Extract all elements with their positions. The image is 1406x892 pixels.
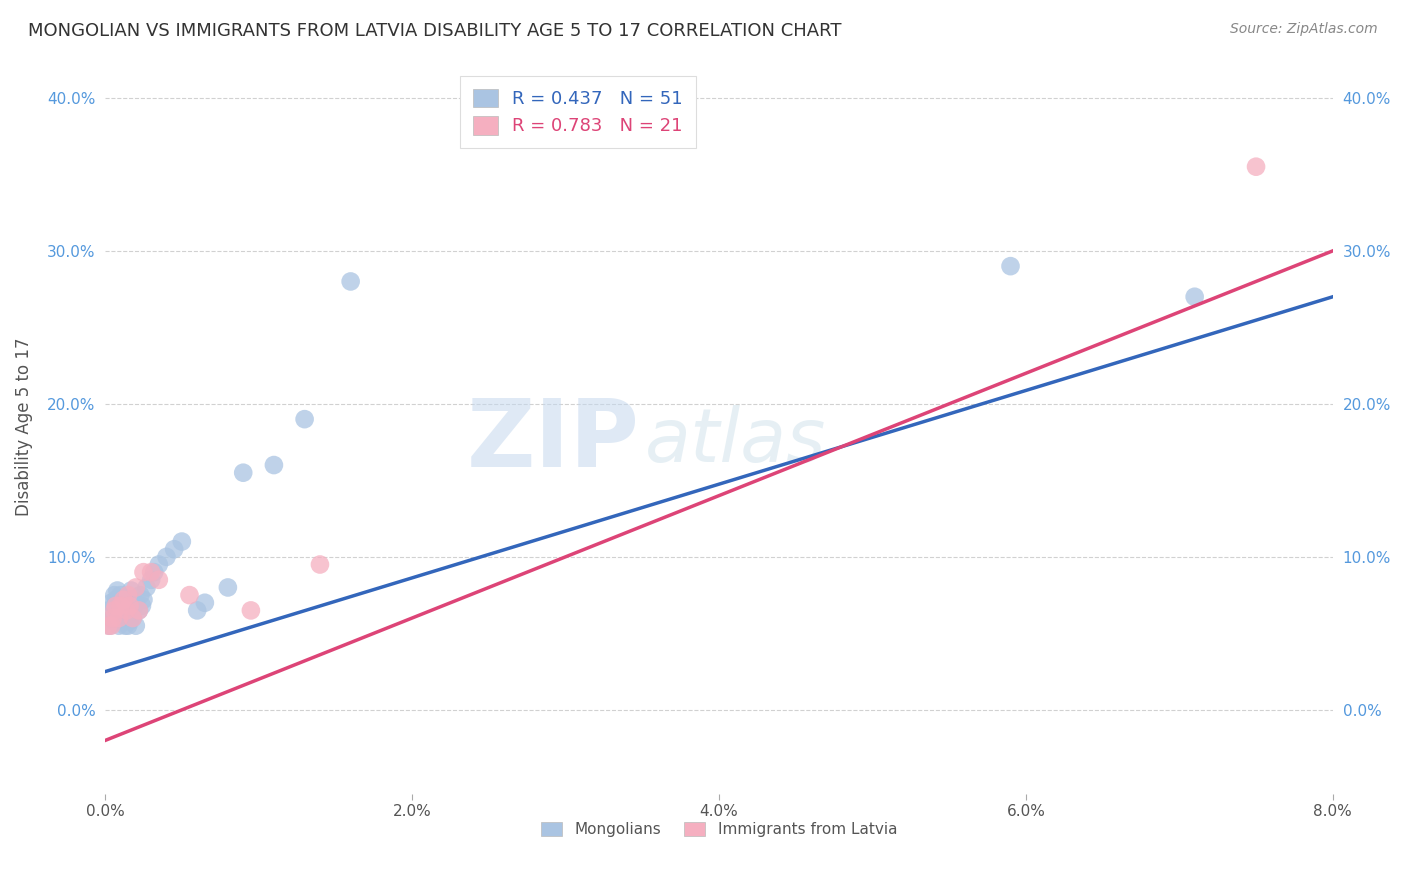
Point <box>117 618 139 632</box>
Point <box>108 611 131 625</box>
Text: MONGOLIAN VS IMMIGRANTS FROM LATVIA DISABILITY AGE 5 TO 17 CORRELATION CHART: MONGOLIAN VS IMMIGRANTS FROM LATVIA DISA… <box>28 22 842 40</box>
Point <box>112 592 135 607</box>
Point <box>232 466 254 480</box>
Point <box>115 596 138 610</box>
Point <box>131 599 153 613</box>
Point <box>1184 290 1206 304</box>
Point <box>117 603 139 617</box>
Point <box>118 592 141 607</box>
Point <box>100 618 122 632</box>
Point <box>163 542 186 557</box>
Point <box>110 611 132 625</box>
Point <box>114 599 136 613</box>
Point <box>125 618 148 632</box>
Point <box>101 611 124 625</box>
Point <box>135 581 157 595</box>
Point <box>141 565 163 579</box>
Point <box>170 534 193 549</box>
Point <box>148 558 170 572</box>
Point <box>148 573 170 587</box>
Point <box>114 618 136 632</box>
Point <box>132 565 155 579</box>
Point <box>104 603 127 617</box>
Point <box>105 599 128 613</box>
Point <box>100 596 122 610</box>
Point <box>103 588 125 602</box>
Point <box>97 618 120 632</box>
Point <box>339 275 361 289</box>
Point <box>186 603 208 617</box>
Point <box>1244 160 1267 174</box>
Point <box>104 592 127 607</box>
Point <box>120 603 142 617</box>
Point <box>239 603 262 617</box>
Point <box>120 583 142 598</box>
Point <box>104 599 127 613</box>
Point <box>103 603 125 617</box>
Point <box>132 592 155 607</box>
Point <box>112 592 135 607</box>
Point <box>128 603 150 617</box>
Point <box>1000 259 1022 273</box>
Point <box>263 458 285 472</box>
Point <box>105 583 128 598</box>
Y-axis label: Disability Age 5 to 17: Disability Age 5 to 17 <box>15 337 32 516</box>
Point <box>112 607 135 622</box>
Point <box>103 614 125 628</box>
Point <box>217 581 239 595</box>
Point <box>101 611 124 625</box>
Point <box>155 549 177 564</box>
Point <box>194 596 217 610</box>
Legend: Mongolians, Immigrants from Latvia: Mongolians, Immigrants from Latvia <box>533 814 905 845</box>
Point <box>110 599 132 613</box>
Point <box>125 596 148 610</box>
Point <box>141 573 163 587</box>
Text: ZIP: ZIP <box>467 395 640 488</box>
Point <box>98 618 121 632</box>
Point <box>125 581 148 595</box>
Point <box>108 596 131 610</box>
Point <box>121 611 143 625</box>
Point <box>143 565 166 579</box>
Point <box>122 599 145 613</box>
Point <box>128 603 150 617</box>
Point <box>121 611 143 625</box>
Point <box>108 618 131 632</box>
Point <box>309 558 332 572</box>
Point <box>294 412 316 426</box>
Point <box>115 603 138 617</box>
Point <box>110 588 132 602</box>
Text: atlas: atlas <box>645 406 827 477</box>
Point <box>110 599 132 613</box>
Point <box>129 588 152 602</box>
Point <box>97 603 120 617</box>
Point <box>118 599 141 613</box>
Text: Source: ZipAtlas.com: Source: ZipAtlas.com <box>1230 22 1378 37</box>
Point <box>117 588 139 602</box>
Point <box>179 588 201 602</box>
Point <box>118 614 141 628</box>
Point <box>115 611 138 625</box>
